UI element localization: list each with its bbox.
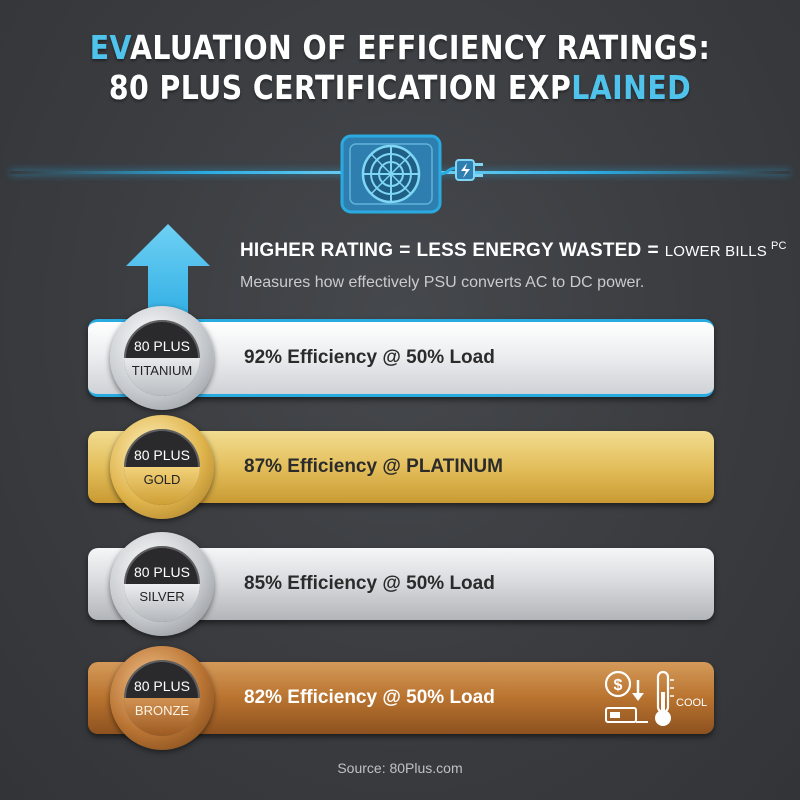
source-caption: Source: 80Plus.com	[337, 760, 463, 776]
headline-sup: PC	[771, 240, 787, 252]
badge-inner: 80 PLUS SILVER	[124, 546, 200, 622]
psu-fan-icon	[340, 134, 483, 214]
tier-bar-silver: 80 PLUS SILVER 85% Efficiency @ 50% Load	[88, 532, 714, 636]
title-accent-start: EV	[89, 28, 131, 67]
subtitle-description: Measures how effectively PSU converts AC…	[240, 274, 645, 291]
badge-tier-name: SILVER	[124, 584, 200, 622]
cool-label: COOL	[676, 697, 707, 709]
badge-tier-name: BRONZE	[124, 698, 200, 736]
badge-gold: 80 PLUS GOLD	[110, 415, 214, 519]
tier-bar-gold: 80 PLUS GOLD 87% Efficiency @ PLATINUM	[88, 415, 714, 519]
power-plug-icon	[455, 159, 483, 181]
badge-tier-name: GOLD	[124, 467, 200, 505]
tier-label: 87% Efficiency @ PLATINUM	[244, 456, 503, 477]
title-line2-wrap: 80 PLUS CERTIFICATION EXPLAINED	[56, 68, 744, 108]
tier-bar-bronze: 80 PLUS BRONZE 82% Efficiency @ 50% Load…	[88, 646, 714, 750]
up-arrow-icon	[126, 224, 210, 330]
headline: HIGHER RATING = LESS ENERGY WASTED = LOWER B…	[240, 240, 787, 262]
badge-inner: 80 PLUS TITANIUM	[124, 320, 200, 396]
badge-top-text: 80 PLUS	[133, 338, 191, 354]
headline-part1: HIGHER RATING	[240, 240, 394, 261]
title-line2: 80 PLUS CERTIFICATION EXP	[108, 68, 572, 107]
savings-cooling-icons: $ COOL	[604, 670, 707, 726]
headline-eq1: =	[399, 240, 411, 261]
dollar-savings-icon: $	[604, 670, 648, 723]
thermometer-icon	[655, 670, 674, 726]
badge-top-text: 80 PLUS	[133, 678, 191, 694]
tier-label: 85% Efficiency @ 50% Load	[244, 573, 495, 594]
badge-titanium: 80 PLUS TITANIUM	[110, 306, 214, 410]
tier-bar-titanium: 80 PLUS TITANIUM 92% Efficiency @ 50% Lo…	[88, 306, 714, 410]
badge-inner: 80 PLUS GOLD	[124, 429, 200, 505]
headline-part2: LESS ENERGY WASTED	[416, 240, 642, 261]
page-title: EVALUATION OF EFFICIENCY RATINGS: 80 PLU…	[56, 28, 744, 108]
tier-label: 92% Efficiency @ 50% Load	[244, 347, 495, 368]
badge-silver: 80 PLUS SILVER	[110, 532, 214, 636]
headline-eq2: =	[647, 240, 659, 261]
title-accent-end: LAINED	[571, 68, 692, 107]
badge-top-text: 80 PLUS	[133, 564, 191, 580]
headline-part3: LOWER BILLS	[664, 243, 767, 260]
badge-bronze: 80 PLUS BRONZE	[110, 646, 214, 750]
svg-text:$: $	[614, 677, 623, 694]
title-line1: ALUATION OF EFFICIENCY RATINGS:	[130, 28, 711, 67]
badge-inner: 80 PLUS BRONZE	[124, 660, 200, 736]
badge-top-text: 80 PLUS	[133, 447, 191, 463]
badge-tier-name: TITANIUM	[124, 358, 200, 396]
tier-label: 82% Efficiency @ 50% Load	[244, 687, 495, 708]
